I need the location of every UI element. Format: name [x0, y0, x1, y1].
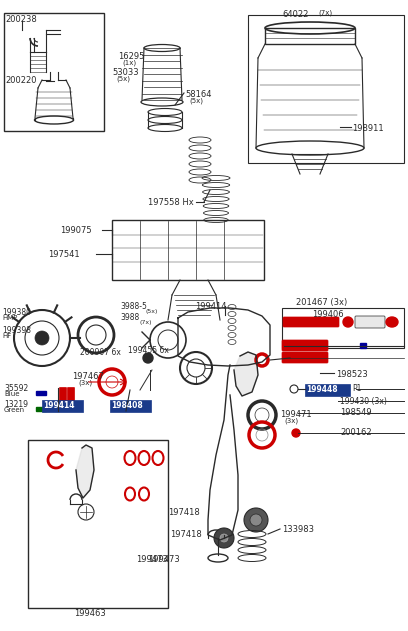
Text: (3x): (3x) [284, 417, 298, 423]
Text: P1: P1 [352, 384, 361, 393]
Text: 3988: 3988 [120, 313, 139, 322]
FancyBboxPatch shape [355, 316, 385, 328]
FancyBboxPatch shape [282, 352, 328, 363]
Text: 197467: 197467 [72, 372, 104, 381]
Text: (5x): (5x) [146, 309, 158, 314]
Text: 58164: 58164 [185, 90, 211, 99]
Text: 199414: 199414 [43, 401, 75, 410]
Circle shape [250, 514, 262, 526]
Text: 199406: 199406 [312, 310, 344, 319]
Text: 197418: 197418 [170, 530, 202, 539]
Text: (5x): (5x) [189, 97, 203, 103]
Text: 201467 (3x): 201467 (3x) [296, 298, 347, 307]
Bar [248, 15, 404, 163]
FancyBboxPatch shape [60, 387, 67, 406]
Text: 16295: 16295 [118, 52, 144, 61]
Text: (7x): (7x) [140, 320, 153, 325]
Bar [360, 343, 366, 348]
FancyBboxPatch shape [67, 387, 75, 406]
Text: 197418: 197418 [168, 508, 200, 517]
Circle shape [35, 331, 49, 345]
FancyBboxPatch shape [304, 384, 350, 396]
Text: (1x): (1x) [122, 59, 136, 66]
Text: 200907 6x: 200907 6x [80, 348, 121, 357]
Text: 197541: 197541 [48, 250, 80, 259]
Bar [28, 440, 168, 608]
Text: 200162: 200162 [340, 428, 372, 437]
Text: (3x): (3x) [78, 379, 92, 386]
Text: 199414: 199414 [195, 302, 226, 311]
Polygon shape [76, 445, 94, 498]
Bar [112, 220, 264, 280]
Text: 198911: 198911 [352, 124, 384, 133]
Text: 199075: 199075 [60, 226, 92, 235]
Text: 198408: 198408 [111, 401, 143, 410]
Text: 197558 Hx: 197558 Hx [148, 198, 194, 207]
Bar [36, 391, 46, 395]
Text: Green: Green [4, 407, 25, 413]
Circle shape [214, 528, 234, 548]
Text: 199463: 199463 [74, 609, 106, 618]
Ellipse shape [343, 317, 353, 327]
FancyBboxPatch shape [283, 317, 339, 327]
Bar [282, 308, 404, 348]
Text: HF: HF [2, 333, 11, 339]
Circle shape [292, 429, 300, 437]
Text: 199473: 199473 [136, 555, 168, 564]
FancyBboxPatch shape [109, 399, 151, 411]
Text: 199473: 199473 [148, 555, 180, 564]
Text: 199430 (3x): 199430 (3x) [340, 397, 387, 406]
Text: HMP: HMP [2, 315, 18, 321]
Circle shape [143, 353, 153, 363]
FancyBboxPatch shape [42, 399, 82, 411]
Circle shape [244, 508, 268, 532]
Text: 198523: 198523 [336, 370, 368, 379]
Text: 200220: 200220 [5, 76, 36, 85]
Circle shape [220, 534, 228, 542]
Bar [265, 28, 355, 44]
Text: 199471: 199471 [280, 410, 312, 419]
Text: 133983: 133983 [282, 525, 314, 534]
Text: 200238: 200238 [5, 15, 37, 24]
Text: (5x): (5x) [116, 75, 130, 81]
Bar [36, 407, 46, 411]
Text: Blue: Blue [4, 391, 20, 397]
Text: 64022: 64022 [282, 10, 308, 19]
Text: 3988-5: 3988-5 [120, 302, 147, 311]
FancyBboxPatch shape [282, 340, 328, 351]
Text: 13219: 13219 [4, 400, 28, 409]
Text: 53033: 53033 [112, 68, 139, 77]
Text: 199455 6x: 199455 6x [128, 346, 169, 355]
Text: (7x): (7x) [318, 10, 332, 16]
Text: 35592: 35592 [4, 384, 28, 393]
Text: 199398: 199398 [2, 326, 31, 335]
Text: 199380: 199380 [2, 308, 31, 317]
Text: 198549: 198549 [340, 408, 372, 417]
Text: 199448: 199448 [306, 385, 338, 394]
Polygon shape [234, 352, 258, 396]
Ellipse shape [386, 317, 398, 327]
Bar [4, 13, 104, 131]
